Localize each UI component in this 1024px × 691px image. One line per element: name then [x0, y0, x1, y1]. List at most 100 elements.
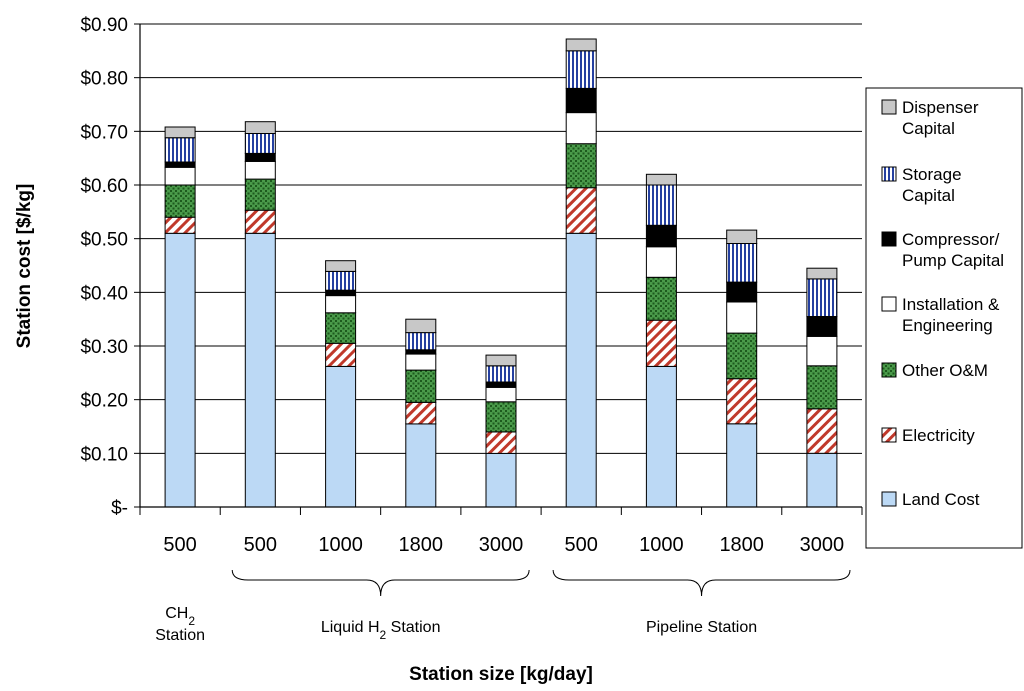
bar-segment-inst [565, 112, 597, 145]
bar-segment-elec [405, 401, 437, 425]
y-tick-label: $- [111, 498, 128, 519]
legend-label: Land Cost [902, 490, 980, 509]
bar-segment-elec [726, 378, 758, 425]
group-label: CH2 [165, 605, 195, 628]
legend-swatch-om [881, 362, 897, 378]
bar-segment-comp [565, 87, 597, 114]
y-tick-label: $0.10 [80, 444, 128, 465]
bar-segment-land [645, 365, 677, 508]
bar-segment-om [485, 401, 517, 433]
bar-segment-stor [325, 270, 357, 291]
bar-segment-comp [244, 152, 276, 162]
category-label: 1800 [399, 534, 444, 556]
bar-segment-disp [164, 126, 196, 139]
bar-segment-om [645, 276, 677, 321]
bar-segment-inst [726, 301, 758, 334]
bar-segment-inst [645, 246, 677, 278]
bar-segment-elec [806, 408, 838, 454]
bar-segment-om [244, 178, 276, 211]
bar-segment-land [485, 452, 517, 508]
bar-segment-disp [806, 267, 838, 280]
bar-segment-elec [565, 187, 597, 234]
category-label: 500 [565, 534, 598, 556]
bar-segment-land [726, 423, 758, 508]
bar-segment-inst [485, 386, 517, 403]
legend-swatch-inst [881, 296, 897, 312]
bar-segment-om [726, 332, 758, 380]
bar-segment-comp [485, 381, 517, 388]
bar-segment-inst [244, 160, 276, 180]
bar-segment-inst [325, 295, 357, 314]
legend-swatch-comp [881, 231, 897, 247]
bar-segment-elec [485, 431, 517, 454]
bar-segment-comp [325, 289, 357, 297]
category-labels: 500 500 1000 1800 3000 500 1000 1800 3000 [163, 534, 844, 556]
bar-segment-elec [164, 216, 196, 234]
category-label: 1800 [719, 534, 764, 556]
y-tick-label: $0.30 [80, 337, 128, 358]
y-tick-label: $0.50 [80, 230, 128, 251]
bar-segment-om [806, 365, 838, 410]
group-label-line2: Station [155, 627, 205, 644]
bar-segment-om [405, 369, 437, 403]
bar-segment-om [164, 184, 196, 218]
y-tick-labels: $- $0.10 $0.20 $0.30 $0.40 $0.50 $0.60 $0.70 $0.… [80, 15, 128, 519]
legend-box [865, 87, 1023, 549]
category-label: 1000 [639, 534, 684, 556]
y-axis-title: Station cost [$/kg] [14, 184, 35, 349]
bar-segment-stor [645, 184, 677, 226]
legend-label: Engineering [902, 316, 993, 335]
bar-segment-om [325, 312, 357, 344]
legend-label: Capital [902, 186, 955, 205]
legend: Dispenser Capital Storage Capital Compressor… [865, 87, 1023, 549]
bar-segment-comp [806, 316, 838, 337]
bar-segment-stor [164, 137, 196, 163]
group-brace [231, 569, 530, 597]
bar-segment-stor [244, 133, 276, 154]
bar-segment-land [244, 232, 276, 508]
bar-segment-land [325, 365, 357, 508]
legend-swatch-elec [881, 427, 897, 443]
legend-swatch-disp [881, 99, 897, 115]
bar-segment-land [164, 232, 196, 508]
bar-segment-disp [325, 260, 357, 272]
y-tick-label: $0.20 [80, 391, 128, 412]
bar-segment-land [565, 232, 597, 508]
legend-label: Capital [902, 119, 955, 138]
bar-segment-comp [726, 281, 758, 303]
group-label: Liquid H2 Station [321, 619, 441, 642]
group-label: Pipeline Station [646, 619, 757, 636]
legend-label: Pump Capital [902, 251, 1004, 270]
legend-label: Storage [902, 165, 962, 184]
y-tick-label: $0.80 [80, 69, 128, 90]
bar-segment-elec [645, 319, 677, 367]
bar-segment-stor [485, 365, 517, 383]
bar-segment-land [806, 452, 838, 508]
bar-segment-inst [405, 353, 437, 371]
y-tick-label: $0.60 [80, 176, 128, 197]
bar-segment-disp [485, 354, 517, 367]
bar-segment-elec [244, 209, 276, 234]
y-tick-label: $0.40 [80, 283, 128, 304]
bar-segment-land [405, 423, 437, 508]
category-label: 3000 [479, 534, 524, 556]
bars [164, 38, 838, 508]
bar-segment-comp [405, 349, 437, 355]
category-label: 500 [244, 534, 277, 556]
category-label: 3000 [800, 534, 845, 556]
bar-segment-stor [806, 278, 838, 317]
bar-segment-disp [565, 38, 597, 52]
group-brace [552, 569, 851, 597]
bar-segment-disp [645, 173, 677, 186]
x-axis-title: Station size [kg/day] [409, 664, 593, 685]
category-label: 1000 [318, 534, 363, 556]
bar-segment-stor [726, 243, 758, 283]
legend-label: Electricity [902, 426, 975, 445]
legend-label: Dispenser [902, 98, 979, 117]
legend-swatch-land [881, 491, 897, 507]
bar-segment-stor [565, 50, 597, 89]
bar-segment-stor [405, 332, 437, 351]
